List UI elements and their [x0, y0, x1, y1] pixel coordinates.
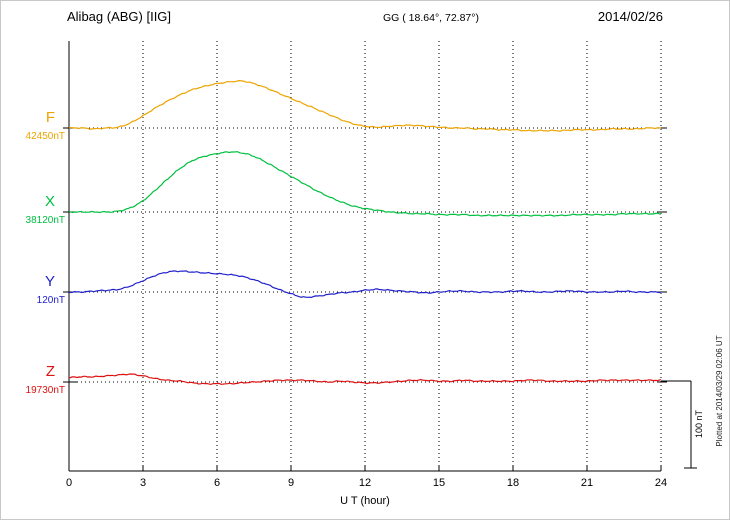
plotted-at-note: Plotted at 2014/03/29 02:06 UT	[715, 335, 724, 447]
station-title: Alibag (ABG) [IIG]	[67, 9, 172, 24]
geographic-coordinates: GG ( 18.64°, 72.87°)	[383, 12, 479, 24]
x-tick-0: 0	[65, 477, 73, 489]
series-label-z: Z	[45, 363, 55, 380]
x-tick-9: 9	[287, 477, 295, 489]
series-label-f: F	[45, 109, 55, 126]
series-label-x: X	[44, 193, 55, 210]
x-tick-15: 15	[432, 477, 446, 489]
x-axis-label: U T (hour)	[340, 495, 390, 507]
x-tick-21: 21	[580, 477, 594, 489]
x-tick-6: 6	[213, 477, 221, 489]
trace-x	[68, 151, 661, 217]
x-tick-3: 3	[139, 477, 147, 489]
x-tick-12: 12	[358, 477, 372, 489]
x-tick-18: 18	[506, 477, 520, 489]
series-baseline-z: 19730nT	[25, 385, 65, 396]
trace-f	[68, 79, 662, 132]
series-baseline-x: 38120nT	[25, 215, 65, 226]
plot-date: 2014/02/26	[597, 9, 663, 24]
trace-z	[68, 373, 662, 386]
trace-y	[68, 270, 662, 299]
series-label-y: Y	[44, 273, 55, 290]
series-baseline-y: 120nT	[36, 295, 65, 306]
x-tick-24: 24	[654, 477, 668, 489]
series-baseline-f: 42450nT	[25, 131, 65, 142]
scale-bar-label: 100 nT	[694, 409, 704, 439]
